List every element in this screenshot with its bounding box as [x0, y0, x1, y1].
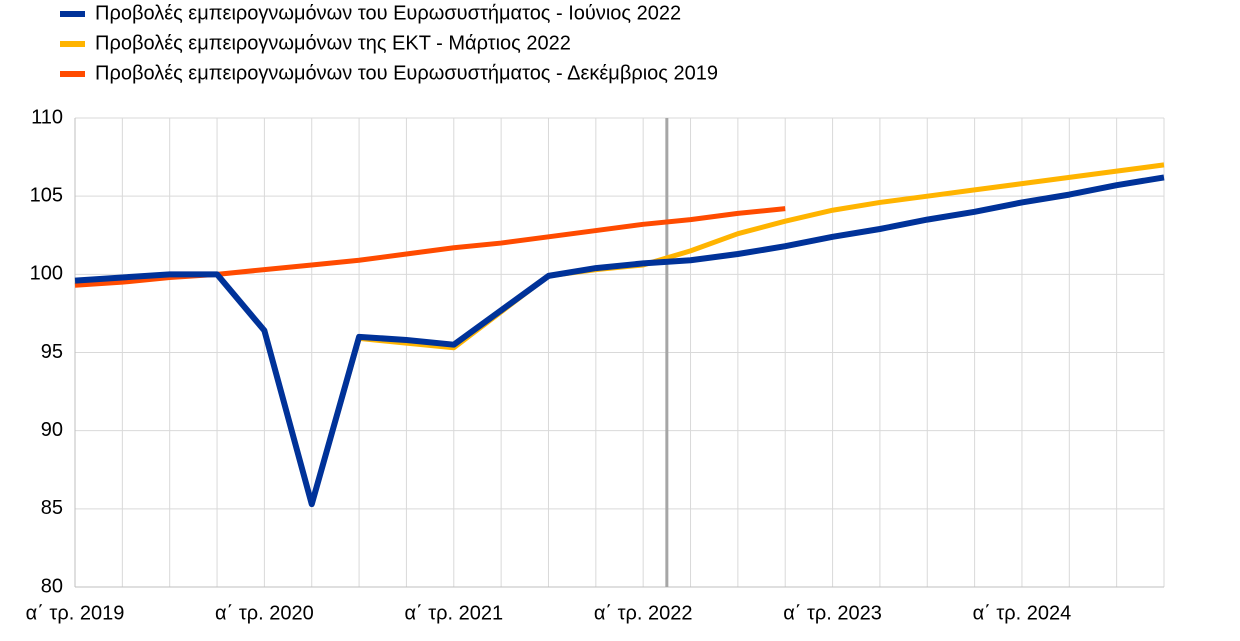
- y-tick-label: 100: [30, 263, 63, 285]
- y-tick-label: 105: [30, 184, 63, 206]
- x-tick-label: α΄ τρ. 2019: [26, 602, 125, 624]
- x-tick-label: α΄ τρ. 2023: [783, 602, 882, 624]
- legend-swatch: [60, 11, 85, 17]
- y-tick-label: 90: [41, 419, 63, 441]
- x-tick-label: α΄ τρ. 2022: [594, 602, 693, 624]
- series-line: [74, 174, 1165, 508]
- legend-swatch: [60, 41, 85, 47]
- x-tick-label: α΄ τρ. 2021: [404, 602, 503, 624]
- y-tick-label: 85: [41, 497, 63, 519]
- legend-swatch: [60, 71, 85, 77]
- legend-label: Προβολές εμπειρογνωμόνων της ΕΚΤ - Μάρτι…: [95, 32, 571, 54]
- legend-label: Προβολές εμπειρογνωμόνων του Ευρωσυστήμα…: [95, 62, 718, 84]
- x-tick-label: α΄ τρ. 2020: [215, 602, 314, 624]
- series-line: [74, 162, 1165, 507]
- legend-label: Προβολές εμπειρογνωμόνων του Ευρωσυστήμα…: [95, 2, 681, 24]
- y-tick-label: 110: [31, 106, 63, 128]
- y-tick-label: 80: [41, 575, 63, 597]
- x-tick-label: α΄ τρ. 2024: [973, 602, 1072, 624]
- y-tick-label: 95: [41, 341, 63, 363]
